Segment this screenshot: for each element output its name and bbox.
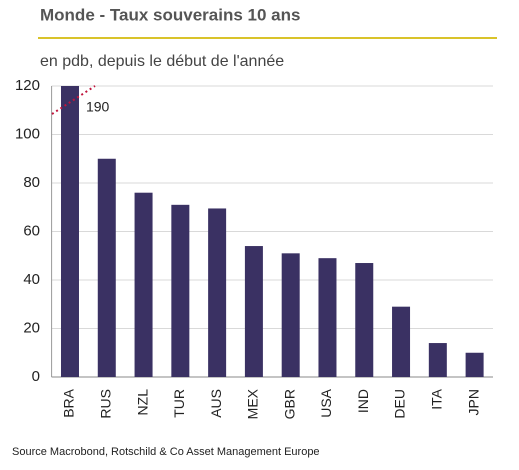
grid xyxy=(51,85,493,378)
bar xyxy=(318,258,337,377)
x-tick-label: GBR xyxy=(281,389,297,419)
x-tick-label: NZL xyxy=(134,389,150,416)
bars xyxy=(60,86,484,377)
axis-break xyxy=(51,85,96,115)
bar xyxy=(134,192,153,377)
y-tick-label: 100 xyxy=(15,125,40,142)
x-tick-label: ITA xyxy=(429,388,445,409)
source-note: Source Macrobond, Rotschild & Co Asset M… xyxy=(12,446,320,458)
bar xyxy=(208,208,227,377)
bar xyxy=(355,263,374,377)
y-tick-label: 0 xyxy=(32,368,40,385)
x-tick-label: USA xyxy=(318,388,334,417)
x-tick-label: IND xyxy=(355,389,371,413)
x-tick-label: RUS xyxy=(97,389,113,419)
bar xyxy=(60,86,79,377)
x-tick-label: JPN xyxy=(465,389,481,415)
chart-title: Monde - Taux souverains 10 ans xyxy=(40,5,300,24)
bar xyxy=(428,343,447,377)
bar xyxy=(281,253,300,377)
x-tick-label: MEX xyxy=(245,388,261,419)
y-tick-label: 60 xyxy=(23,222,40,239)
x-tick-label: BRA xyxy=(61,388,77,417)
y-tick-label: 20 xyxy=(23,319,40,336)
chart-subtitle: en pdb, depuis le début de l'année xyxy=(40,53,284,70)
bar xyxy=(171,204,190,377)
bar xyxy=(465,352,484,377)
y-tick-label: 80 xyxy=(23,174,40,191)
y-tick-label: 120 xyxy=(15,77,40,94)
x-tick-label: DEU xyxy=(392,389,408,419)
data-label: 190 xyxy=(86,99,110,115)
labels: 0 20 40 60 80 100 120 BRA 190 RUS NZL TUR AUS MEX GBR U… xyxy=(15,77,481,419)
x-tick-label: AUS xyxy=(208,389,224,418)
bar xyxy=(97,158,116,377)
bar xyxy=(244,246,263,377)
y-tick-label: 40 xyxy=(23,271,40,288)
x-tick-label: TUR xyxy=(171,389,187,418)
bar xyxy=(392,306,411,377)
